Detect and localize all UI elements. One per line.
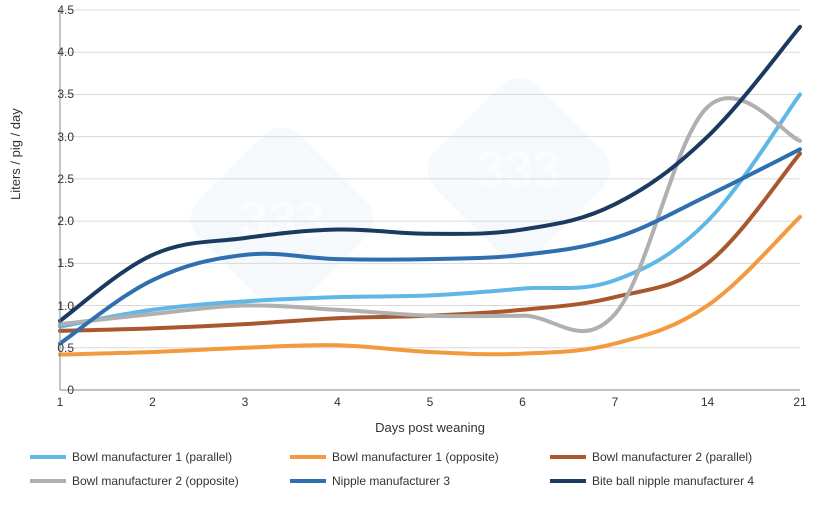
legend-label: Bowl manufacturer 1 (parallel) — [72, 450, 232, 464]
legend-label: Bowl manufacturer 1 (opposite) — [332, 450, 499, 464]
x-tick-label: 4 — [334, 395, 341, 409]
legend-item: Bowl manufacturer 1 (parallel) — [30, 450, 260, 464]
chart-container: Liters / pig / day 333333 0 0.5 1.0 1.5 2.0 2… — [0, 0, 820, 523]
x-tick-label: 5 — [427, 395, 434, 409]
x-axis-label: Days post weaning — [60, 420, 800, 435]
y-tick-label: 3.0 — [34, 130, 74, 144]
legend-item: Bowl manufacturer 2 (opposite) — [30, 474, 260, 488]
series-line — [60, 94, 800, 326]
x-tick-label: 1 — [57, 395, 64, 409]
legend: Bowl manufacturer 1 (parallel) Bowl manuf… — [30, 450, 810, 488]
legend-item: Bowl manufacturer 1 (opposite) — [290, 450, 520, 464]
watermark: 333333 — [180, 67, 621, 321]
legend-label: Nipple manufacturer 3 — [332, 474, 450, 488]
legend-label: Bowl manufacturer 2 (opposite) — [72, 474, 239, 488]
y-tick-label: 3.5 — [34, 87, 74, 101]
y-axis-label: Liters / pig / day — [8, 108, 23, 200]
legend-swatch — [30, 455, 66, 459]
plot-area: 333333 — [60, 10, 800, 390]
chart-svg: 333333 — [60, 10, 800, 390]
legend-item: Bowl manufacturer 2 (parallel) — [550, 450, 780, 464]
x-tick-label: 3 — [242, 395, 249, 409]
y-tick-label: 0 — [34, 383, 74, 397]
y-tick-label: 1.5 — [34, 256, 74, 270]
legend-label: Bowl manufacturer 2 (parallel) — [592, 450, 752, 464]
legend-swatch — [290, 479, 326, 483]
y-tick-label: 2.5 — [34, 172, 74, 186]
gridlines — [60, 10, 800, 390]
x-tick-label: 14 — [701, 395, 714, 409]
legend-swatch — [550, 455, 586, 459]
svg-text:333: 333 — [477, 141, 561, 198]
y-tick-label: 4.5 — [34, 3, 74, 17]
legend-swatch — [30, 479, 66, 483]
legend-label: Bite ball nipple manufacturer 4 — [592, 474, 754, 488]
legend-item: Bite ball nipple manufacturer 4 — [550, 474, 780, 488]
x-tick-label: 6 — [519, 395, 526, 409]
y-tick-label: 4.0 — [34, 45, 74, 59]
x-tick-label: 2 — [149, 395, 156, 409]
legend-swatch — [290, 455, 326, 459]
y-tick-label: 0.5 — [34, 341, 74, 355]
y-tick-label: 1.0 — [34, 299, 74, 313]
y-tick-label: 2.0 — [34, 214, 74, 228]
x-tick-label: 7 — [612, 395, 619, 409]
legend-item: Nipple manufacturer 3 — [290, 474, 520, 488]
x-tick-label: 21 — [793, 395, 806, 409]
legend-swatch — [550, 479, 586, 483]
